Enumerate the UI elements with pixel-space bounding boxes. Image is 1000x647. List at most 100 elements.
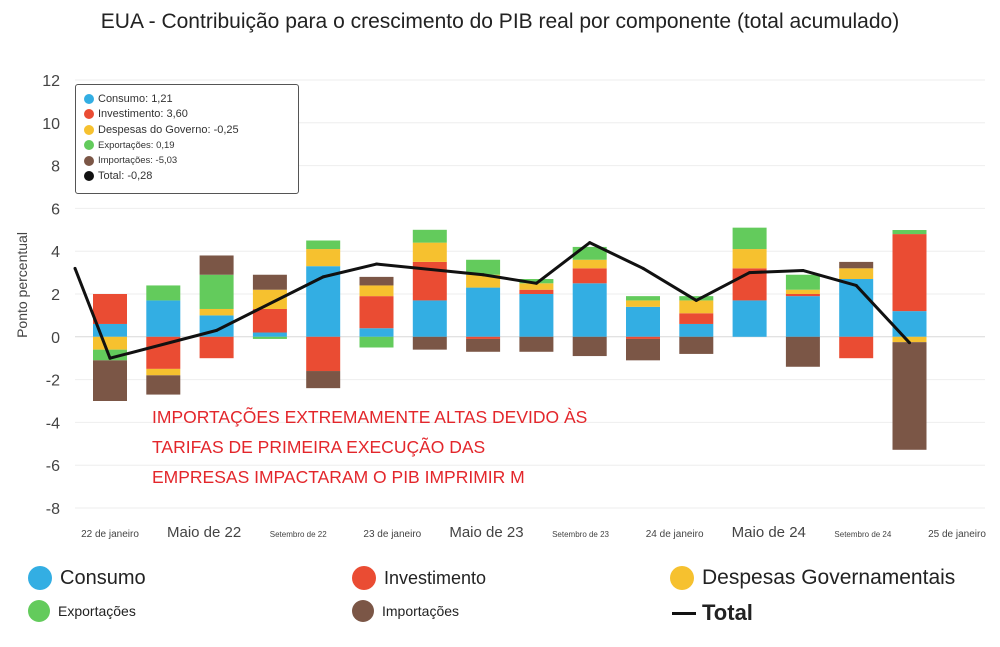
total-series-line (73, 241, 911, 360)
bar-segment-consumo (412, 300, 447, 337)
total-point (694, 298, 698, 302)
bar-segment-investimento (306, 336, 341, 372)
legend-box-item-investimento: Investimento: 3,60 (84, 107, 290, 123)
legend-label: Investimento (384, 567, 487, 588)
bar-segment-investimento (626, 336, 660, 339)
bar-segment-importacoes (199, 255, 234, 275)
total-point (73, 266, 77, 270)
bar-segment-despesas (572, 259, 607, 269)
bar-segment-exportacoes (626, 296, 660, 301)
bar-segment-importacoes (892, 342, 927, 450)
bar-segment-importacoes (626, 338, 660, 361)
total-point (481, 273, 485, 277)
legend-item-total: Total (672, 600, 753, 626)
bar-segment-consumo (839, 279, 874, 337)
y-tick-label: 4 (51, 244, 60, 261)
x-tick-label: Maio de 22 (167, 524, 241, 541)
legend-label: Importações (382, 603, 460, 619)
legend-box-item-total: Total: -0,28 (84, 169, 290, 185)
total-point (215, 328, 219, 332)
bar-segment-consumo (252, 332, 287, 337)
legend-item-investimento: Investimento (352, 566, 486, 590)
bar-segment-exportacoes (146, 285, 181, 301)
legend-box-label: Total: -0,28 (98, 170, 153, 183)
bar-segment-despesas (892, 336, 927, 343)
legend-box-label: Investimento: 3,60 (98, 108, 188, 121)
bar-segment-despesas (93, 336, 127, 350)
annotation-line-2: TARIFAS DE PRIMEIRA EXECUÇÃO DAS (152, 437, 486, 457)
bar-segment-exportacoes (519, 279, 554, 284)
bar-segment-exportacoes (412, 229, 447, 243)
bar-segment-consumo (359, 328, 394, 337)
total-line (73, 241, 911, 360)
legend-box-label: Despesas do Governo: -0,25 (98, 123, 239, 136)
y-tick-label: 0 (51, 330, 60, 347)
bar-segment-investimento (359, 296, 394, 329)
bar-segment-investimento (572, 268, 607, 284)
bar-segment-importacoes (785, 336, 820, 367)
bar-segment-exportacoes (679, 296, 714, 301)
bar-segment-investimento (785, 294, 820, 297)
annotation-text: IMPORTAÇÕES EXTREMAMENTE ALTAS DEVIDO ÀS… (152, 402, 587, 492)
legend-box-item-consumo: Consumo: 1,21 (84, 91, 290, 107)
y-tick-label: 12 (42, 73, 60, 90)
legend-label: Consumo (60, 566, 146, 589)
y-tick-label: -8 (46, 501, 60, 518)
bar-segment-investimento (519, 289, 554, 294)
x-tick-label: 24 de janeiro (646, 529, 704, 540)
bar-segment-despesas (306, 249, 341, 267)
chart-title: EUA - Contribuição para o crescimento do… (100, 10, 900, 33)
despesas-swatch (84, 124, 94, 135)
legend-label: Exportações (58, 603, 136, 619)
bar-segment-investimento (679, 313, 714, 324)
x-tick-label: 25 de janeiro (928, 529, 986, 540)
bars (93, 227, 927, 450)
x-tick-label: 22 de janeiro (81, 529, 139, 540)
bar-segment-consumo (679, 323, 714, 337)
bar-segment-despesas (412, 242, 447, 262)
total-line-swatch (672, 611, 696, 615)
consumo-swatch (84, 93, 94, 104)
legend-box-label: Exportações: 0,19 (98, 139, 175, 151)
bar-segment-importacoes (146, 375, 181, 395)
y-tick-label: 10 (42, 116, 60, 133)
total-point (641, 266, 645, 270)
legend-item-consumo: Consumo (28, 566, 146, 590)
y-tick-label: 6 (51, 201, 60, 218)
exportacoes-swatch (28, 600, 50, 622)
y-axis-ticks: 12 10 8 6 4 2 0 -2 -4 -6 -8 (42, 73, 60, 518)
x-tick-label: Maio de 24 (732, 524, 806, 541)
legend-label: Total (702, 600, 753, 625)
despesas-swatch (670, 566, 694, 590)
bar-segment-exportacoes (892, 230, 927, 235)
legend-item-importacoes: Importações (352, 600, 459, 622)
bar-segment-investimento (892, 234, 927, 312)
bar-segment-despesas (519, 283, 554, 290)
bar-segment-despesas (252, 289, 287, 309)
bar-segment-importacoes (466, 338, 501, 352)
legend-item-exportacoes: Exportações (28, 600, 136, 622)
bar-segment-importacoes (412, 336, 447, 350)
total-point (108, 356, 112, 360)
legend-item-despesas: Despesas Governamentais (670, 566, 955, 590)
bar-segment-despesas (626, 300, 660, 307)
y-tick-label: -6 (46, 458, 60, 475)
bar-segment-exportacoes (732, 227, 767, 250)
bar-segment-importacoes (306, 371, 341, 389)
bar-segment-exportacoes (785, 274, 820, 290)
y-axis-label: Ponto percentual (14, 232, 30, 338)
bar-segment-consumo (785, 296, 820, 337)
legend-box-item-despesas: Despesas do Governo: -0,25 (84, 122, 290, 138)
bar-segment-investimento (199, 336, 234, 359)
x-tick-label: 23 de janeiro (363, 529, 421, 540)
legend-label: Despesas Governamentais (702, 566, 956, 589)
bar-segment-despesas (785, 289, 820, 294)
bar-segment-exportacoes (466, 259, 501, 275)
y-tick-label: -2 (46, 373, 60, 390)
bar-segment-despesas (839, 268, 874, 280)
legend-box-label: Consumo: 1,21 (98, 92, 173, 105)
annotation-line-3: EMPRESAS IMPACTARAM O PIB IMPRIMIR M (152, 467, 525, 487)
x-tick-label: Setembro de 24 (834, 530, 891, 539)
x-tick-label: Setembro de 23 (552, 530, 609, 539)
